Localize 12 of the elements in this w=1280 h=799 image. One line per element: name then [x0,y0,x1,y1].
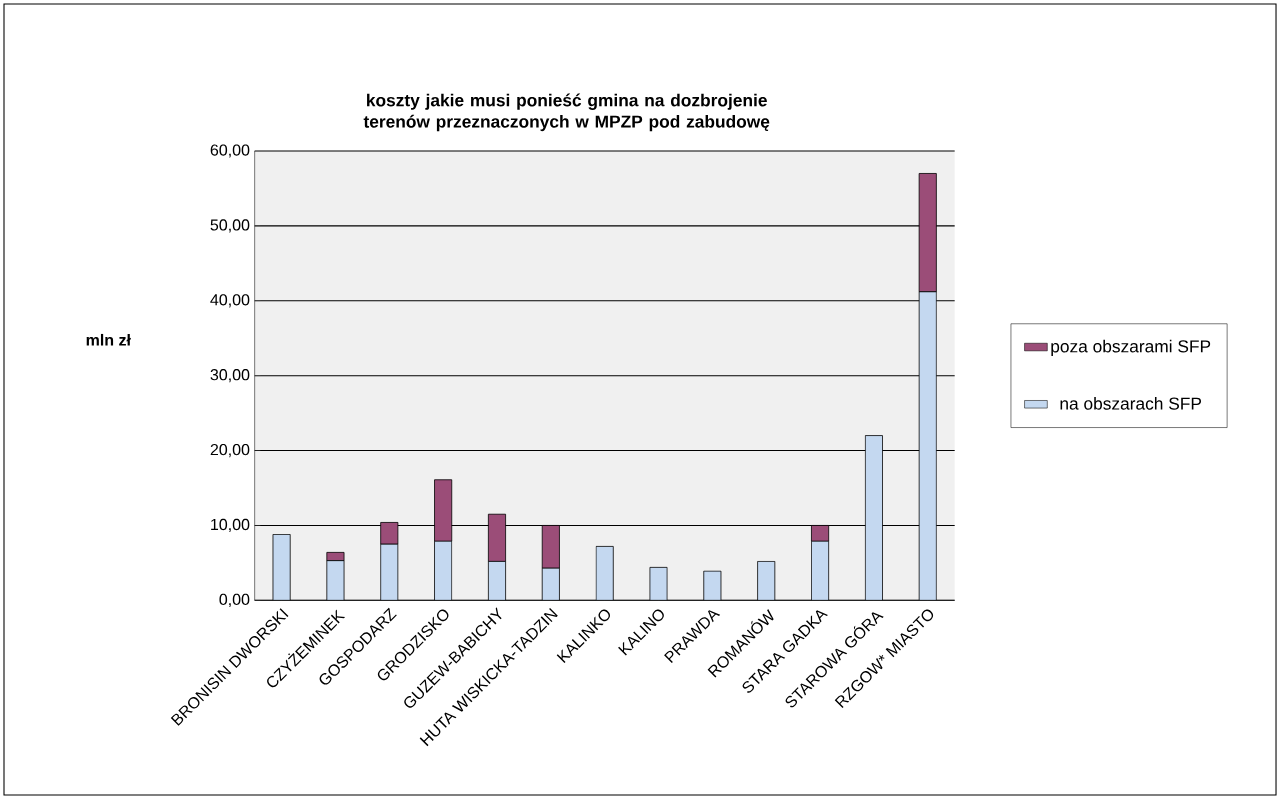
chart-title: koszty jakie musi ponieść gmina na dozbrojenie terenów przeznaczonych w MPZP pod zabudowę [363,93,770,132]
y-tick-label: 0,00 [219,593,250,607]
bar [649,566,668,601]
y-tick-label: 40,00 [210,294,250,308]
y-axis-title: mln zł [86,333,131,346]
y-tick-label: 60,00 [210,144,250,158]
y-tick-label: 10,00 [211,518,250,533]
y-tick-label: 30,00 [210,369,250,383]
y-tick-label: 50,00 [210,219,250,233]
legend-label: poza obszarami SFP [1051,339,1211,356]
y-tick-label: 20,00 [210,443,250,458]
legend-label: na obszarach SFP [1060,396,1202,410]
